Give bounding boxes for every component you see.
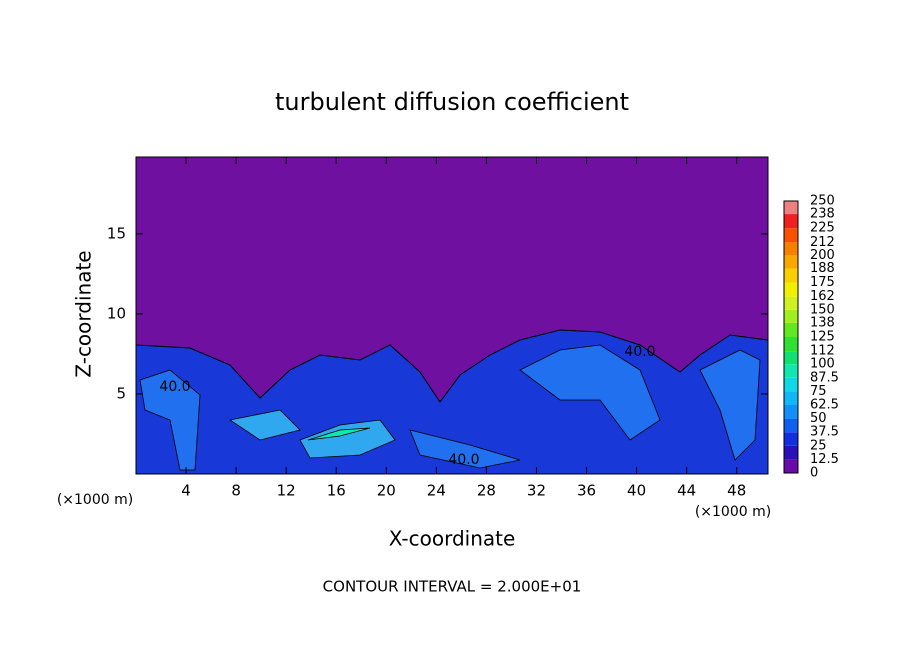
x-tick-label: 12 [277,482,296,500]
field-region [409,429,521,469]
colorbar-band [784,418,798,433]
colorbar-band [784,391,798,405]
chart-title: turbulent diffusion coefficient [275,88,629,116]
contour-label: 40.0 [624,344,655,360]
colorbar-band [784,214,798,229]
colorbar-tick-label: 250 [810,194,835,209]
colorbar-tick-label: 112 [810,344,835,359]
colorbar-band [784,377,798,392]
colorbar-band [784,432,798,446]
colorbar-tick-label: 162 [810,289,835,304]
x-tick-label: 20 [377,482,396,500]
x-tick-label: 32 [527,482,546,500]
colorbar-tick-label: 238 [810,207,835,222]
annotation: CONTOUR INTERVAL = 2.000E+01 [323,578,582,596]
field-region [519,344,661,441]
colorbar-outline [783,200,799,474]
y-tick-label: 5 [116,384,126,402]
colorbar-band [784,322,798,337]
x-tick-label: 44 [677,482,696,500]
colorbar-tick-label: 37.5 [810,425,839,440]
colorbar-band [784,228,798,243]
y-tick-label: 15 [107,224,126,242]
colorbar-band [784,296,798,310]
field-region [139,369,201,471]
plot-frame [135,156,769,475]
x-tick-label: 16 [327,482,346,500]
colorbar-tick-label: 50 [810,411,827,426]
x-tick-label: 24 [427,482,446,500]
colorbar-tick-label: 0 [810,466,818,481]
field-region [299,419,396,459]
colorbar-tick-label: 175 [810,275,835,290]
colorbar-band [784,255,798,269]
colorbar-band [784,309,798,323]
colorbar-tick-label: 25 [810,438,827,453]
colorbar-band [784,445,798,460]
colorbar-tick-label: 200 [810,248,835,263]
colorbar-tick-label: 212 [810,235,835,250]
contour-label: 40.0 [448,452,479,468]
colorbar-tick-label: 150 [810,302,835,317]
colorbar-tick-label: 62.5 [810,398,839,413]
colorbar-band [784,337,798,352]
x-tick-label: 48 [727,482,746,500]
contour-field [135,157,769,475]
colorbar-tick-label: 12.5 [810,452,839,467]
colorbar-band [784,351,798,365]
field-region [699,349,761,461]
colorbar-band [784,201,798,215]
field-region [307,427,371,441]
colorbar-band [784,268,798,283]
field-region [228,409,301,441]
colorbar-tick-label: 188 [810,261,835,276]
colorbar-band [784,364,798,378]
x-unit-label: (×1000 m) [695,504,771,520]
x-tick-label: 4 [181,482,191,500]
contour-label: 40.0 [159,379,190,395]
colorbar-tick-label: 75 [810,384,827,399]
colorbar-band [784,405,798,419]
colorbar-tick-label: 138 [810,315,835,330]
colorbar-band [784,282,798,297]
colorbar-band [784,459,798,473]
colorbar-tick-label: 225 [810,221,835,236]
x-tick-label: 40 [627,482,646,500]
colorbar-tick-label: 125 [810,330,835,345]
y-tick-label: 10 [107,304,126,322]
x-unit-label: (×1000 m) [57,492,133,508]
x-tick-label: 36 [577,482,596,500]
y-axis-label: Z-coordinate [72,250,96,377]
x-tick-label: 28 [477,482,496,500]
colorbar-band [784,242,798,256]
colorbar-tick-label: 100 [810,357,835,372]
x-axis-label: X-coordinate [389,527,516,551]
x-tick-label: 8 [231,482,241,500]
colorbar-tick-label: 87.5 [810,370,839,385]
